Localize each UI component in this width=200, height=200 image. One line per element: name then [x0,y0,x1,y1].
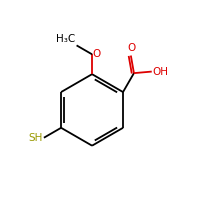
Text: H₃C: H₃C [56,34,76,44]
Text: O: O [127,43,136,53]
Text: O: O [93,49,101,59]
Text: OH: OH [153,67,169,77]
Text: SH: SH [29,133,43,143]
